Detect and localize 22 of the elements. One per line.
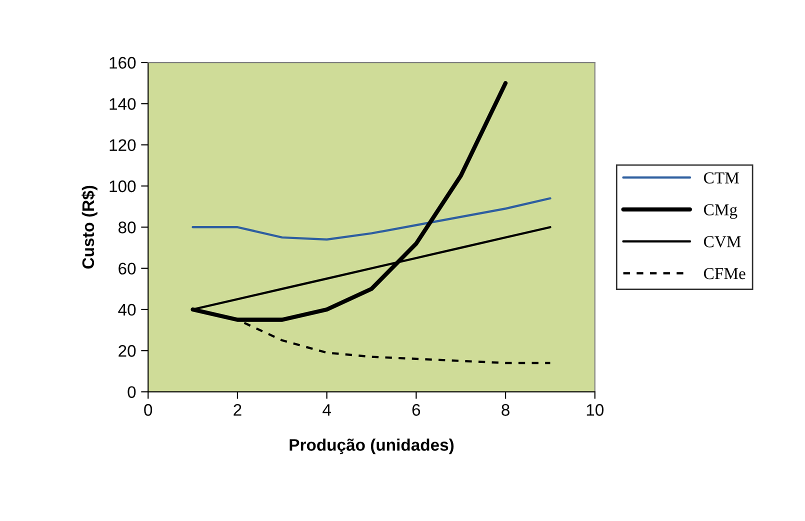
x-axis-title: Produção (unidades) [290, 438, 454, 454]
x-tick-label: 0 [144, 404, 152, 416]
x-tick-label: 2 [234, 404, 242, 416]
y-tick-label: 100 [110, 180, 136, 192]
x-tick-label: 8 [502, 404, 510, 416]
y-tick-label: 0 [128, 386, 136, 398]
y-tick-label: 140 [110, 98, 136, 110]
y-tick-label: 80 [118, 222, 136, 234]
y-tick-label: 60 [118, 262, 136, 275]
y-tick-label: 120 [110, 139, 136, 152]
legend-label: CMg [704, 204, 738, 219]
line-series [192, 197, 552, 241]
y-tick-label: 20 [118, 345, 136, 357]
x-tick-label: 10 [586, 404, 604, 416]
legend-label: CTM [704, 172, 739, 184]
y-tick-label: 160 [110, 56, 136, 69]
y-axis-title: Custo (R$) [82, 186, 98, 269]
legend-label: CVM [704, 236, 741, 248]
x-tick-label: 4 [322, 404, 331, 416]
x-tick-label: 6 [412, 404, 420, 416]
y-tick-label: 40 [118, 304, 136, 316]
legend-label: CFMe [704, 268, 746, 280]
